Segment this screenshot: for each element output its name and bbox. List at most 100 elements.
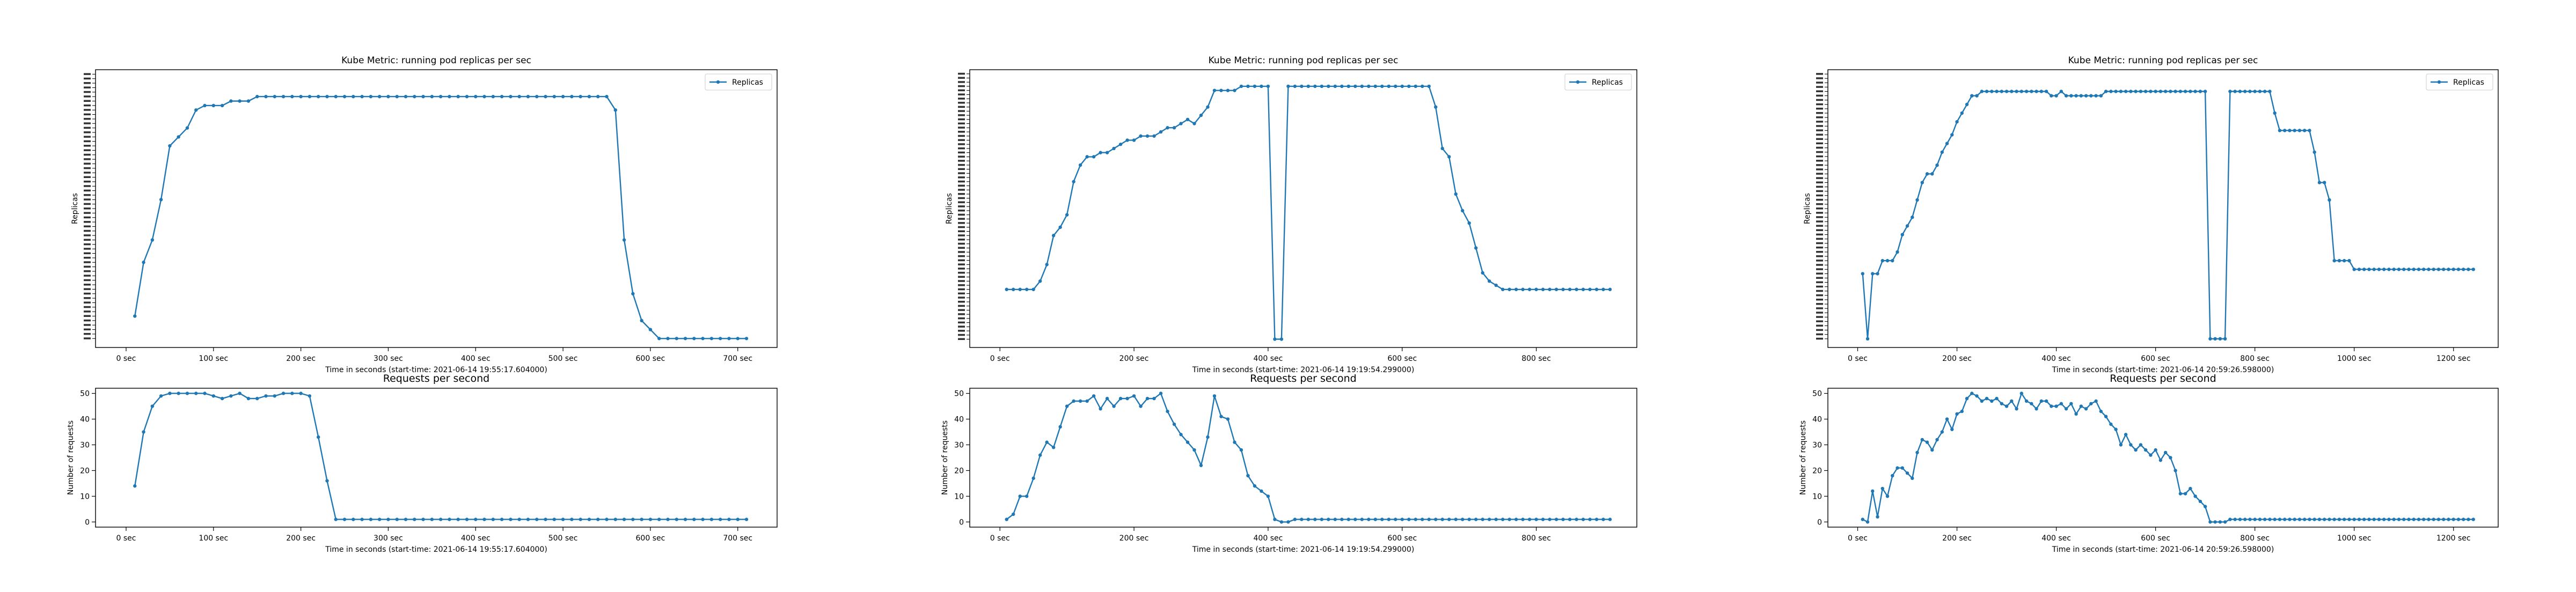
y-tick-label-glyph [1816,168,1823,171]
x-tick-label: 700 sec [723,354,752,363]
data-point [2268,90,2272,93]
replicas-chart-2: 0 sec 200 sec 400 sec 600 sec 800 sec 1000 se… [1803,55,2499,374]
data-point [2019,391,2024,395]
data-point [2397,268,2401,271]
data-point [1058,425,1062,429]
y-tick-label-glyph [958,168,965,171]
y-tick-label-glyph [1816,250,1823,253]
data-point [1588,287,1592,291]
y-tick-label: 20 [80,467,90,475]
y-tick-label-glyph [1816,294,1823,297]
data-point [587,517,591,521]
data-point [1915,198,1919,202]
data-point [1172,422,1176,426]
data-point [1514,287,1518,291]
data-point [308,94,312,99]
data-point [596,94,600,99]
data-point [561,517,565,521]
data-point [570,94,574,99]
data-point [1045,440,1049,444]
data-point [2035,90,2038,93]
y-tick-label-glyph [958,122,965,125]
data-point [2233,90,2237,93]
data-point [1421,84,1424,88]
data-point [2218,337,2222,341]
data-point [194,108,198,112]
y-tick-label-glyph [84,324,91,326]
data-point [1051,234,1056,238]
y-tick-label-glyph [958,98,965,100]
y-tick-label-glyph [84,158,91,160]
y-tick-label-glyph [958,89,965,92]
legend-label: Replicas [1592,78,1623,87]
data-point [421,94,425,99]
data-point [246,396,251,401]
data-point [2392,517,2396,521]
data-point [142,261,145,264]
data-point [448,94,451,99]
data-point [2000,402,2004,405]
data-point [2010,90,2014,93]
data-point [1192,122,1196,125]
plot-frame [1827,388,2499,528]
x-tick-label: 300 sec [374,534,403,543]
data-point [1534,287,1538,291]
data-point [1876,515,1879,519]
data-point [1440,517,1444,521]
y-tick-label-glyph [84,149,91,151]
y-tick-label-glyph [84,230,91,232]
data-point [2193,90,2197,93]
data-point [2010,399,2014,403]
data-point [2471,268,2475,271]
plot-frame [969,69,1637,348]
data-point [1206,435,1210,439]
data-point [2273,517,2277,521]
data-point [159,198,163,202]
y-tick-label-glyph [958,263,965,265]
data-point [1132,394,1136,398]
data-point [264,394,268,398]
y-tick-label-glyph [958,139,965,141]
y-tick-label-glyph [1816,112,1823,114]
data-point [1293,517,1297,521]
data-point [2243,517,2247,521]
y-tick-label-glyph [1816,164,1823,166]
data-point [168,391,172,395]
data-point [2030,402,2033,405]
y-tick-label-glyph [958,135,965,137]
data-point [1920,181,1924,184]
y-tick-label-glyph [84,180,91,183]
y-tick-label-glyph [84,297,91,299]
x-tick-label: 1000 sec [2337,534,2372,543]
data-point [744,517,749,521]
data-point [1548,517,1552,521]
data-point [369,94,373,99]
data-point [1460,209,1465,213]
data-point [1306,517,1311,521]
x-tick-label: 400 sec [1254,534,1283,543]
y-tick-label-glyph [1816,86,1823,88]
y-tick-label-glyph [958,201,965,203]
y-tick-label-glyph [84,104,91,107]
data-point [1327,84,1330,88]
data-point [2297,517,2302,521]
data-point [1541,517,1545,521]
y-axis-label: Replicas [945,193,954,224]
data-point [2332,517,2336,521]
y-tick-label: 10 [1812,492,1822,501]
data-point [1905,224,1909,228]
data-point [1179,433,1183,436]
data-point [1407,517,1411,521]
data-point [1421,517,1424,521]
x-tick-label: 400 sec [461,534,491,543]
data-point [2407,517,2411,521]
y-tick-label-glyph [84,136,91,138]
series-line [134,393,747,520]
data-point [1166,126,1169,130]
data-point [2039,399,2044,403]
data-point [1346,84,1351,88]
data-point [1900,233,1904,236]
data-point [2004,90,2009,93]
y-tick-label-glyph [84,225,91,227]
data-point [2228,517,2232,521]
